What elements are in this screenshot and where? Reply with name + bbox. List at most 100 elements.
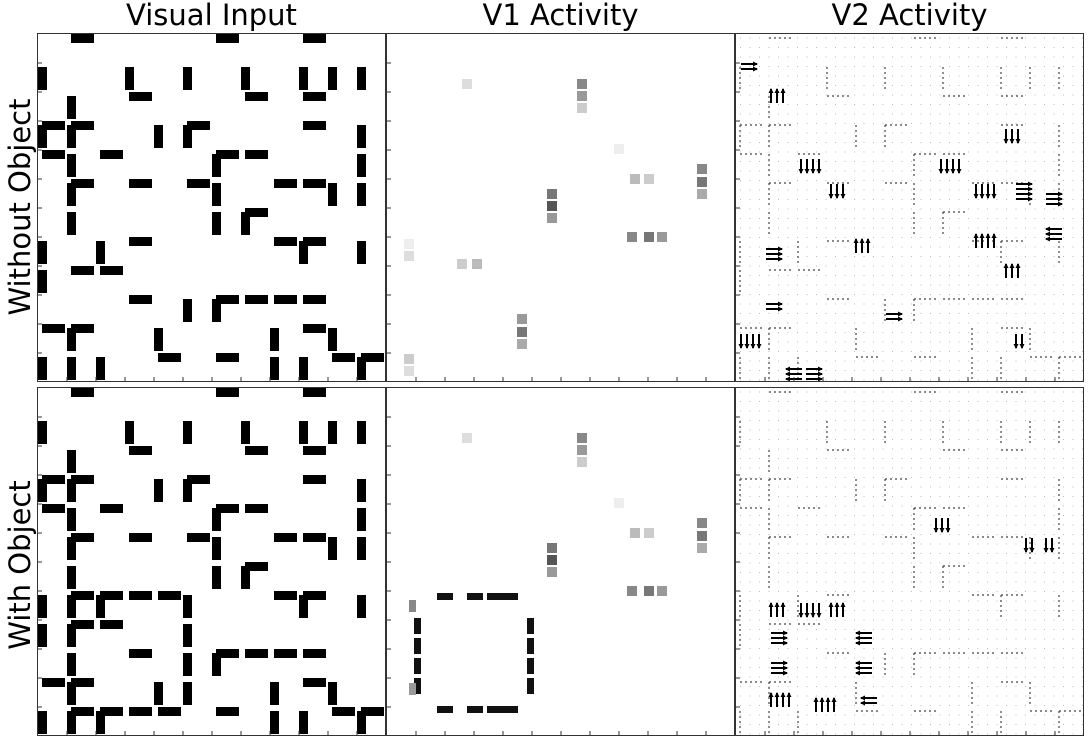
input-without-object-segment <box>96 357 105 380</box>
input-with-object-segment <box>154 682 163 705</box>
v1-without-object-activation <box>457 259 467 269</box>
v2-without-object-arrow-head <box>1058 191 1063 197</box>
v2-with-object-arrow-head <box>855 660 860 666</box>
input-with-object-segment <box>270 682 279 705</box>
v2-with-object-arrow-head <box>1029 548 1035 553</box>
v2-without-object-arrow-head <box>1028 181 1033 187</box>
input-without-object-segment <box>274 237 297 246</box>
input-with-object-segment <box>67 566 76 589</box>
v1-with-object-object-activation <box>437 706 453 713</box>
input-with-object-segment <box>241 421 250 444</box>
v1-with-object-object-activation <box>437 593 453 600</box>
input-without-object-segment <box>357 241 366 264</box>
v1-with-object-activation <box>614 498 624 508</box>
v2-with-object-arrow-head <box>783 665 788 671</box>
v1-without-object-activation <box>404 251 414 261</box>
input-without-object-segment <box>328 328 337 351</box>
input-without-object-segment <box>42 150 65 159</box>
v1-with-object-activation <box>547 543 557 553</box>
v1-without-object-activation <box>404 366 414 376</box>
input-without-object-segment <box>216 150 239 159</box>
v2-with-object-arrow-head <box>813 697 819 702</box>
input-with-object-object-segment <box>67 653 76 676</box>
panel-v2-with-object <box>735 387 1084 736</box>
v2-with-object-arrow-head <box>768 602 774 607</box>
input-with-object-segment <box>38 624 47 647</box>
input-with-object-segment <box>303 591 326 600</box>
v2-without-object-arrow-head <box>865 238 871 243</box>
v2-with-object-arrow-head <box>1023 548 1029 553</box>
input-with-object-segment <box>71 475 94 484</box>
input-without-object-segment <box>42 324 65 333</box>
v1-with-object-activation <box>644 586 654 596</box>
input-without-object-segment <box>38 270 47 293</box>
v1-without-object-activation <box>404 239 414 249</box>
v2-without-object-arrow-head <box>785 371 790 377</box>
v2-with-object-arrow-head <box>945 528 951 533</box>
input-with-object-segment <box>216 649 239 658</box>
input-without-object-segment <box>299 357 308 380</box>
v2-with-object-arrow-head <box>768 692 774 697</box>
input-with-object-segment <box>67 508 76 531</box>
input-without-object-segment <box>270 357 279 380</box>
input-without-object-segment <box>274 295 297 304</box>
input-without-object-segment <box>270 328 279 351</box>
v2-without-object-arrow-head <box>1028 186 1033 192</box>
v1-without-object-activation <box>547 189 557 199</box>
input-with-object-segment <box>303 388 326 397</box>
input-without-object-segment <box>42 121 65 130</box>
v2-without-object-arrow-head <box>1009 263 1015 268</box>
input-without-object-segment <box>357 67 366 90</box>
v2-without-object-arrow-head <box>778 256 783 262</box>
input-without-object-segment <box>38 357 47 380</box>
input-with-object-object-segment <box>67 595 76 618</box>
v2-without-object-arrow-head <box>1058 196 1063 202</box>
input-without-object-segment <box>212 154 221 177</box>
v2-without-object-arrow-head <box>818 376 823 381</box>
input-without-object-segment <box>71 34 94 43</box>
input-with-object-segment <box>187 533 210 542</box>
v2-without-object-arrow-head <box>991 194 997 199</box>
input-without-object-segment <box>274 179 297 188</box>
v1-with-object-object-activation <box>502 706 518 713</box>
input-with-object-segment <box>303 475 326 484</box>
input-without-object-segment <box>71 324 94 333</box>
input-without-object-segment <box>245 295 268 304</box>
v1-with-object-activation <box>462 433 472 443</box>
v1-without-object-activation <box>697 177 707 187</box>
input-without-object-segment <box>183 125 192 148</box>
v2-without-object-arrow-head <box>816 169 822 174</box>
input-with-object-segment <box>274 591 297 600</box>
input-without-object-segment <box>129 237 152 246</box>
v1-without-object-activation <box>547 201 557 211</box>
input-without-object-segment <box>183 299 192 322</box>
v2-without-object-arrow-head <box>1003 263 1009 268</box>
v2-without-object-arrow-head <box>828 194 834 199</box>
v2-without-object-arrow-head <box>1028 191 1033 197</box>
v1-without-object-activation <box>462 79 472 89</box>
v1-with-object-activation <box>547 567 557 577</box>
v2-without-object-arrow-head <box>1019 344 1025 349</box>
v1-without-object-activation <box>404 354 414 364</box>
v1-without-object-activation <box>697 189 707 199</box>
v2-without-object-arrow-head <box>898 316 903 322</box>
v2-without-object-arrow-head <box>898 311 903 317</box>
input-without-object-segment <box>303 92 326 101</box>
v2-with-object-arrow-head <box>774 692 780 697</box>
input-with-object-segment <box>67 711 76 734</box>
input-without-object-segment <box>67 96 76 119</box>
input-without-object-segment <box>216 295 239 304</box>
input-with-object-segment <box>129 446 152 455</box>
v2-without-object-arrow-head <box>804 169 810 174</box>
v2-with-object-arrow-head <box>816 613 822 618</box>
input-with-object-segment <box>38 595 47 618</box>
v1-without-object-activation <box>577 79 587 89</box>
input-without-object-segment <box>67 154 76 177</box>
input-without-object-segment <box>129 92 152 101</box>
v2-without-object-arrow-head <box>859 238 865 243</box>
v1-without-object-background <box>387 34 734 381</box>
v1-with-object-activation <box>697 531 707 541</box>
v2-without-object-arrow-head <box>1003 139 1009 144</box>
v2-with-object-arrow-head <box>1043 548 1049 553</box>
v2-with-object-arrow-head <box>825 697 831 702</box>
